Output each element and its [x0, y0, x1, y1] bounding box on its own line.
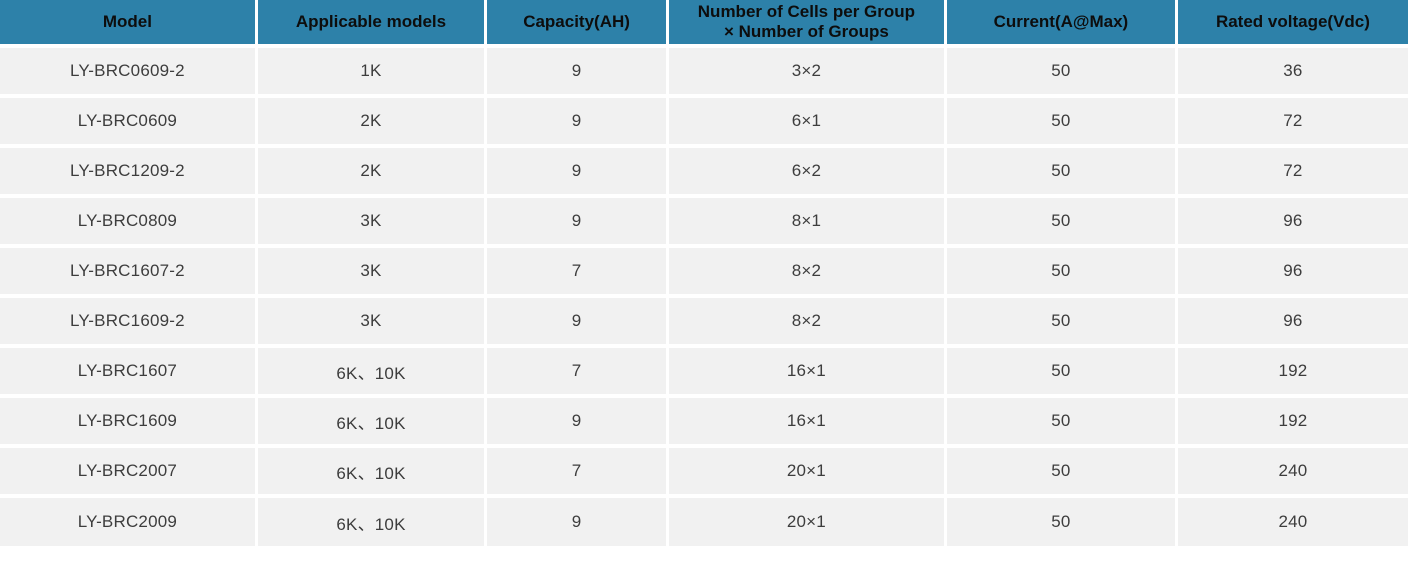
table-cell: 192 [1176, 396, 1408, 448]
col-header-rated-voltage: Rated voltage(Vdc) [1176, 0, 1408, 48]
table-cell: 50 [945, 46, 1178, 98]
table-cell: 50 [945, 96, 1178, 148]
table-cell: LY-BRC1607-2 [0, 246, 258, 298]
table-cell: 50 [945, 196, 1178, 248]
table-cell: LY-BRC2009 [0, 496, 258, 546]
table-cell: 2K [256, 146, 488, 198]
table-cell: 7 [485, 246, 669, 298]
table-cell: 20×1 [667, 446, 947, 498]
table-cell: 50 [945, 496, 1178, 546]
table-cell: 240 [1176, 446, 1408, 498]
table-cell: 6×1 [667, 96, 947, 148]
table-row: LY-BRC1609-2 3K 9 8×2 50 96 [0, 296, 1408, 348]
table-cell: 50 [945, 246, 1178, 298]
table-cell: 8×2 [667, 296, 947, 348]
table-cell: LY-BRC1609 [0, 396, 258, 448]
col-header-cells-per-group: Number of Cells per Group × Number of Gr… [667, 0, 947, 48]
col-header-applicable-models: Applicable models [256, 0, 488, 48]
table-cell: 72 [1176, 146, 1408, 198]
table-cell: 9 [485, 96, 669, 148]
table-cell: 9 [485, 496, 669, 546]
table-cell: 3K [256, 246, 488, 298]
col-header-capacity: Capacity(AH) [485, 0, 669, 48]
table-cell: 96 [1176, 246, 1408, 298]
table-cell: 3K [256, 296, 488, 348]
table-cell: 8×2 [667, 246, 947, 298]
table-cell: 36 [1176, 46, 1408, 98]
table-cell: 6K、10K [256, 496, 488, 546]
table-cell: 6K、10K [256, 396, 488, 448]
table-cell: 96 [1176, 296, 1408, 348]
table-cell: LY-BRC1209-2 [0, 146, 258, 198]
table-cell: 1K [256, 46, 488, 98]
table-cell: 72 [1176, 96, 1408, 148]
table-cell: 50 [945, 296, 1178, 348]
table-cell: 9 [485, 296, 669, 348]
table-cell: LY-BRC0609 [0, 96, 258, 148]
table-row: LY-BRC1209-2 2K 9 6×2 50 72 [0, 146, 1408, 198]
battery-spec-table: Model Applicable models Capacity(AH) Num… [0, 0, 1408, 546]
table-cell: 9 [485, 46, 669, 98]
table-body: LY-BRC0609-2 1K 9 3×2 50 36 LY-BRC0609 2K 9 6×1 50… [0, 46, 1408, 546]
table-cell: 20×1 [667, 496, 947, 546]
table-cell: 240 [1176, 496, 1408, 546]
table-row: LY-BRC0809 3K 9 8×1 50 96 [0, 196, 1408, 248]
table-cell: 9 [485, 146, 669, 198]
table-row: LY-BRC0609-2 1K 9 3×2 50 36 [0, 46, 1408, 98]
table-row: LY-BRC1609 6K、10K 9 16×1 50 192 [0, 396, 1408, 448]
table-cell: 2K [256, 96, 488, 148]
table-cell: 16×1 [667, 396, 947, 448]
table-cell: 8×1 [667, 196, 947, 248]
table-row: LY-BRC2009 6K、10K 9 20×1 50 240 [0, 496, 1408, 546]
col-header-current: Current(A@Max) [945, 0, 1178, 48]
header-row: Model Applicable models Capacity(AH) Num… [0, 0, 1408, 48]
table-row: LY-BRC0609 2K 9 6×1 50 72 [0, 96, 1408, 148]
table-cell: 7 [485, 346, 669, 398]
table-cell: 9 [485, 396, 669, 448]
table-cell: 50 [945, 446, 1178, 498]
table-cell: 50 [945, 146, 1178, 198]
table-cell: 192 [1176, 346, 1408, 398]
table-cell: 16×1 [667, 346, 947, 398]
table-cell: 7 [485, 446, 669, 498]
table-cell: 3×2 [667, 46, 947, 98]
table-cell: LY-BRC1609-2 [0, 296, 258, 348]
table-cell: 6×2 [667, 146, 947, 198]
table-cell: LY-BRC2007 [0, 446, 258, 498]
table-cell: 3K [256, 196, 488, 248]
table-cell: 6K、10K [256, 446, 488, 498]
table-row: LY-BRC1607 6K、10K 7 16×1 50 192 [0, 346, 1408, 398]
table-cell: LY-BRC0609-2 [0, 46, 258, 98]
table-row: LY-BRC1607-2 3K 7 8×2 50 96 [0, 246, 1408, 298]
table-cell: 6K、10K [256, 346, 488, 398]
table-cell: 50 [945, 346, 1178, 398]
table-row: LY-BRC2007 6K、10K 7 20×1 50 240 [0, 446, 1408, 498]
table-cell: LY-BRC1607 [0, 346, 258, 398]
table-cell: LY-BRC0809 [0, 196, 258, 248]
table-cell: 96 [1176, 196, 1408, 248]
table-cell: 50 [945, 396, 1178, 448]
col-header-model: Model [0, 0, 258, 48]
table-cell: 9 [485, 196, 669, 248]
